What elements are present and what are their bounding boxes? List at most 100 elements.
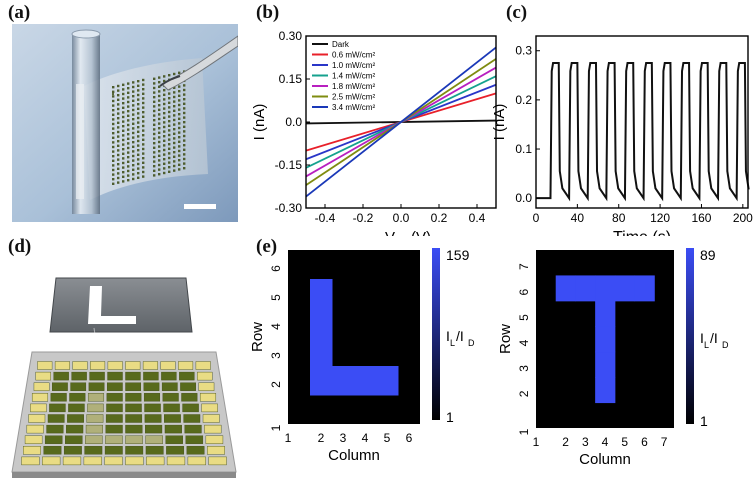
y-tick-label: 3 xyxy=(517,365,531,372)
pixel xyxy=(122,129,125,132)
pixel xyxy=(158,76,161,79)
pixel xyxy=(142,92,145,95)
pixel xyxy=(122,152,125,155)
pixel xyxy=(158,108,161,111)
pixel xyxy=(183,144,186,147)
imaging-schematic xyxy=(11,277,237,478)
pixel xyxy=(137,176,140,179)
pixel xyxy=(117,153,120,157)
pixel xyxy=(142,111,145,114)
x-tick-label: 120 xyxy=(650,211,670,225)
pixel xyxy=(178,163,181,166)
pixel xyxy=(183,98,186,101)
pixel xyxy=(127,119,130,122)
electrode-pad xyxy=(23,446,41,455)
pixel xyxy=(178,85,181,88)
pixel-cell xyxy=(125,424,143,434)
x-tick-label: 4 xyxy=(602,435,609,449)
pixel xyxy=(122,143,125,146)
pixel xyxy=(158,145,161,148)
pixel xyxy=(173,123,176,126)
pixel xyxy=(163,107,166,110)
pixel xyxy=(183,139,186,142)
pixel xyxy=(142,166,145,169)
pixel-cell xyxy=(163,403,180,413)
pixel-cell xyxy=(181,393,198,402)
heatmap-cell xyxy=(595,300,616,327)
y-tick-label: 2 xyxy=(269,381,283,388)
pixel xyxy=(153,169,156,172)
pixel xyxy=(122,180,125,183)
pixel xyxy=(117,121,120,124)
pixel xyxy=(137,107,140,110)
pixel xyxy=(137,112,140,115)
pixel xyxy=(178,126,181,130)
x-tick-label: 80 xyxy=(612,211,626,225)
y-tick-label: 6 xyxy=(269,265,283,272)
x-tick-label: 200 xyxy=(733,211,753,225)
electrode-pad xyxy=(166,456,186,466)
pixel-cell xyxy=(183,414,201,423)
electrode-pad xyxy=(205,435,224,444)
pixel xyxy=(163,112,166,115)
pixel-cell xyxy=(66,424,84,434)
pixel xyxy=(158,104,161,107)
pixel-cell xyxy=(86,414,104,423)
pixel xyxy=(112,118,115,121)
electrode-pad xyxy=(207,446,225,455)
heatmap-cell xyxy=(634,275,655,302)
pixel xyxy=(117,112,120,115)
y-axis-label: I (nA) xyxy=(491,104,508,141)
pixel xyxy=(142,170,145,174)
pixel xyxy=(112,95,115,98)
y-tick-label: 0.0 xyxy=(515,191,532,205)
pixel xyxy=(183,88,186,92)
x-axis-label: V xyxy=(385,229,395,236)
electrode-pad xyxy=(104,456,123,466)
x-tick-label: 5 xyxy=(384,431,391,445)
electrode-pad xyxy=(195,361,211,370)
electrode-pad xyxy=(160,361,176,370)
pixel xyxy=(142,88,145,91)
pixel-cell xyxy=(71,371,87,381)
panel-label-a: (a) xyxy=(8,2,31,23)
pixel xyxy=(178,145,181,148)
pixel xyxy=(173,114,176,117)
pixel xyxy=(158,113,161,116)
pixel xyxy=(127,142,130,145)
x-axis-label: Column xyxy=(579,451,631,468)
pixel xyxy=(153,132,156,136)
x-tick-label: 1 xyxy=(533,435,540,449)
pixel xyxy=(112,99,115,103)
pixel xyxy=(183,116,186,119)
pixel xyxy=(173,118,176,122)
pixel xyxy=(122,134,125,137)
pixel xyxy=(112,164,115,167)
current-trace xyxy=(536,62,750,202)
pixel xyxy=(112,132,115,135)
pixel xyxy=(117,98,120,101)
pixel xyxy=(158,140,161,144)
y-tick-label: 0.0 xyxy=(285,115,302,129)
electrode-pad xyxy=(107,361,123,370)
pixel xyxy=(183,130,186,133)
pixel xyxy=(183,84,186,87)
pixel xyxy=(173,151,176,154)
pixel xyxy=(168,166,171,169)
pixel-cell xyxy=(106,382,123,391)
pixel xyxy=(163,167,166,170)
pixel xyxy=(137,158,140,161)
legend-entry: Dark xyxy=(332,40,350,49)
pixel xyxy=(168,74,171,77)
pixel xyxy=(173,132,176,135)
heatmap-cell xyxy=(310,279,333,309)
colorbar-max-label: 89 xyxy=(700,247,716,263)
x-tick-label: 6 xyxy=(641,435,648,449)
pixel xyxy=(142,83,145,86)
pixel xyxy=(117,158,120,161)
electrode-pad xyxy=(204,424,222,434)
pixel xyxy=(158,85,161,88)
pixel xyxy=(137,144,140,147)
pixel xyxy=(117,167,120,170)
